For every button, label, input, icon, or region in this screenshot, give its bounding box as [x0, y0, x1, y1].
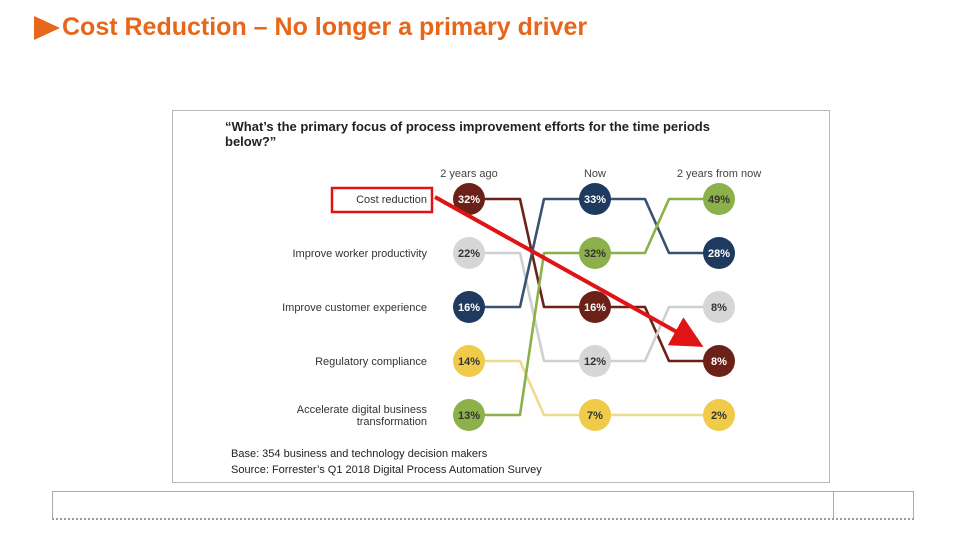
node-circle — [703, 237, 735, 269]
node-circle — [703, 183, 735, 215]
series-link — [483, 251, 581, 363]
footer-bar — [52, 491, 914, 520]
chart-title-line: below?” — [225, 134, 276, 149]
data-label: 32% — [458, 194, 480, 206]
footer-divider — [833, 492, 834, 518]
period-header: 2 years from now — [677, 168, 761, 180]
node-circle — [453, 183, 485, 215]
series-link — [609, 305, 705, 363]
node-circle — [453, 237, 485, 269]
data-node: 8% — [703, 291, 735, 323]
data-node: 2% — [703, 399, 735, 431]
data-node: 33% — [579, 183, 611, 215]
series-link — [483, 359, 581, 417]
data-node: 32% — [453, 183, 485, 215]
data-node: 32% — [579, 237, 611, 269]
data-node: 12% — [579, 345, 611, 377]
data-node: 49% — [703, 183, 735, 215]
node-circle — [703, 291, 735, 323]
node-circle — [579, 237, 611, 269]
data-label: 22% — [458, 248, 480, 260]
data-label: 7% — [587, 410, 603, 422]
node-circle — [579, 399, 611, 431]
series-link — [609, 197, 705, 255]
data-label: 14% — [458, 356, 480, 368]
node-circle — [453, 399, 485, 431]
period-header: 2 years ago — [440, 168, 497, 180]
node-circle — [579, 291, 611, 323]
data-node: 7% — [579, 399, 611, 431]
data-node: 14% — [453, 345, 485, 377]
data-node: 8% — [703, 345, 735, 377]
category-label: Cost reduction — [356, 194, 427, 206]
data-label: 2% — [711, 410, 727, 422]
data-label: 49% — [708, 194, 730, 206]
data-node: 22% — [453, 237, 485, 269]
node-circle — [453, 345, 485, 377]
data-label: 12% — [584, 356, 606, 368]
period-header: Now — [584, 168, 606, 180]
node-circle — [703, 399, 735, 431]
slide-title: Cost Reduction – No longer a primary dri… — [34, 13, 587, 42]
category-label: Improve customer experience — [282, 302, 427, 314]
data-label: 32% — [584, 248, 606, 260]
play-triangle-icon — [34, 15, 60, 40]
data-node: 28% — [703, 237, 735, 269]
data-node: 16% — [453, 291, 485, 323]
data-node: 16% — [579, 291, 611, 323]
highlight-box — [330, 186, 434, 214]
chart-frame: “What’s the primary focus of process imp… — [172, 110, 830, 483]
slide-title-text: Cost Reduction – No longer a primary dri… — [62, 13, 588, 41]
data-label: 16% — [458, 302, 480, 314]
data-label: 8% — [711, 302, 727, 314]
category-label: Regulatory compliance — [315, 356, 427, 368]
data-node: 13% — [453, 399, 485, 431]
data-label: 33% — [584, 194, 606, 206]
data-label: 13% — [458, 410, 480, 422]
trend-arrow — [434, 195, 704, 347]
slope-chart: “What’s the primary focus of process imp… — [225, 119, 761, 476]
node-circle — [703, 345, 735, 377]
node-circle — [579, 183, 611, 215]
source-note: Source: Forrester’s Q1 2018 Digital Proc… — [231, 464, 542, 476]
category-label: transformation — [357, 416, 427, 428]
chart-title-line: “What’s the primary focus of process imp… — [225, 119, 710, 134]
data-label: 28% — [708, 248, 730, 260]
node-circle — [579, 345, 611, 377]
category-label: Accelerate digital business — [297, 404, 428, 416]
node-circle — [453, 291, 485, 323]
base-note: Base: 354 business and technology decisi… — [231, 448, 488, 460]
category-label: Improve worker productivity — [293, 248, 428, 260]
data-label: 16% — [584, 302, 606, 314]
series-link — [483, 251, 581, 417]
data-label: 8% — [711, 356, 727, 368]
